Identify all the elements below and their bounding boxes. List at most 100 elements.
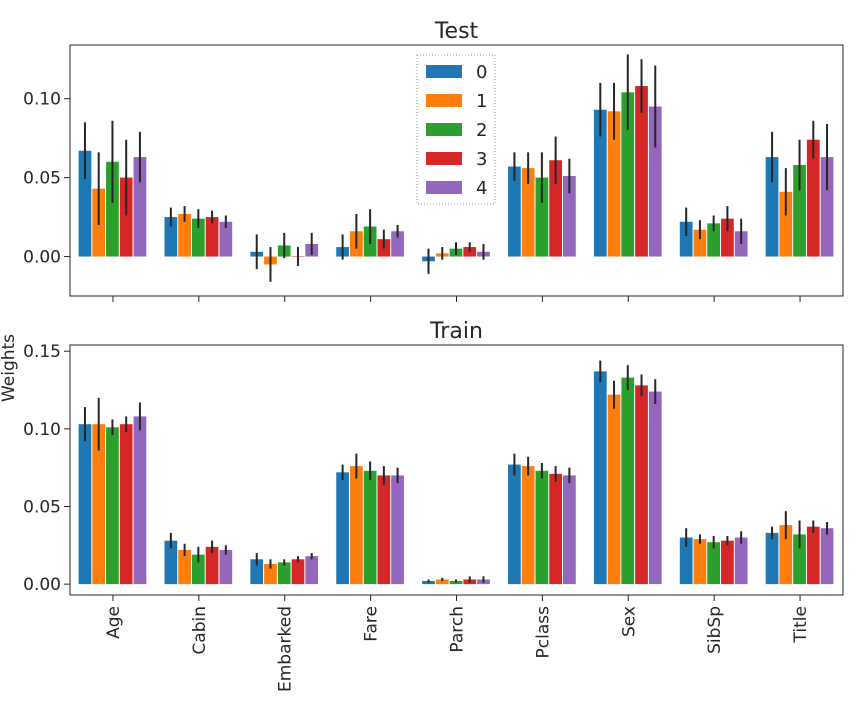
bar-age-1 [92, 424, 106, 585]
bar-cabin-2 [191, 554, 205, 585]
bar-sibsp-1 [693, 539, 707, 585]
x-tick-label-pclass: Pclass [533, 606, 553, 659]
bar-pclass-2 [535, 470, 549, 585]
bar-age-2 [106, 161, 119, 257]
axes-frame [69, 44, 844, 297]
bar-sex-4 [648, 391, 662, 585]
train-chart-panel: Train 0.00 0.05 0.10 0.15 Age Cabin Embarked Far… [23, 319, 844, 692]
bar-title-3 [806, 526, 820, 585]
bar-age-4 [133, 416, 147, 585]
bar-pclass-4 [563, 475, 576, 585]
x-tick-label-title: Title [791, 606, 811, 643]
bar-sibsp-2 [707, 223, 721, 257]
bar-fare-2 [363, 470, 377, 585]
chart-title: Test [434, 19, 479, 44]
legend-label-1: 1 [476, 91, 487, 112]
bar-cabin-4 [219, 221, 233, 257]
x-tick-label-embarked: Embarked [276, 606, 296, 692]
legend-swatch-2 [426, 123, 462, 136]
test-chart-panel: Test 0.00 0.05 0.10 0 1 2 3 4 [23, 19, 844, 302]
y-tick-label: 0.10 [23, 90, 61, 110]
bar-sex-0 [593, 109, 607, 257]
bar-cabin-2 [191, 218, 205, 257]
bar-sex-0 [593, 371, 607, 585]
bar-fare-0 [336, 472, 349, 585]
bar-pclass-0 [508, 464, 521, 585]
bar-sex-2 [621, 377, 635, 585]
bar-cabin-3 [205, 546, 219, 585]
legend-swatch-3 [426, 152, 462, 165]
bar-pclass-2 [535, 177, 549, 257]
bar-embarked-2 [277, 562, 291, 585]
bar-embarked-1 [264, 563, 277, 585]
bar-age-2 [106, 427, 119, 585]
y-tick-label: 0.05 [23, 497, 61, 517]
bar-sibsp-1 [693, 229, 707, 257]
x-tick-label-sibsp: SibSp [705, 606, 725, 654]
legend-label-3: 3 [476, 149, 487, 170]
bar-age-0 [78, 424, 92, 585]
bar-age-3 [119, 177, 133, 257]
bar-pclass-1 [521, 466, 535, 585]
x-tick-label-parch: Parch [448, 606, 468, 653]
y-tick-label: 0.05 [23, 169, 61, 189]
bar-age-4 [133, 157, 147, 257]
x-tick-label-sex: Sex [619, 606, 639, 637]
legend-label-0: 0 [476, 62, 487, 83]
bar-title-2 [793, 534, 806, 585]
bar-sex-2 [621, 92, 635, 257]
x-tick-label-age: Age [104, 606, 124, 639]
bar-title-3 [806, 139, 820, 257]
bar-pclass-4 [563, 176, 576, 257]
bar-cabin-1 [178, 549, 191, 585]
bar-sex-1 [607, 394, 621, 585]
bar-cabin-0 [164, 217, 178, 257]
x-tick-label-cabin: Cabin [190, 606, 210, 655]
y-tick-label: 0.00 [23, 575, 61, 595]
bar-sibsp-2 [707, 542, 721, 585]
axes-frame [69, 344, 844, 596]
legend-swatch-4 [426, 181, 462, 194]
bar-age-3 [119, 424, 133, 585]
bar-embarked-4 [305, 556, 319, 585]
bar-title-1 [779, 191, 793, 257]
legend-label-4: 4 [476, 178, 487, 199]
bar-parch-1 [435, 579, 449, 585]
bar-embarked-3 [291, 559, 305, 585]
legend-swatch-0 [426, 65, 462, 78]
legend-swatch-1 [426, 94, 462, 107]
bar-pclass-3 [549, 473, 563, 585]
bar-title-2 [793, 164, 806, 257]
bar-sex-3 [635, 385, 648, 585]
x-tick-label-fare: Fare [362, 606, 382, 642]
bar-cabin-1 [178, 213, 191, 257]
y-tick-label: 0.15 [23, 342, 61, 362]
bar-age-0 [78, 150, 92, 257]
bar-sibsp-0 [679, 221, 693, 257]
y-tick-label: 0.00 [23, 248, 61, 268]
bar-fare-4 [391, 231, 404, 257]
bar-sibsp-3 [721, 540, 734, 585]
bar-title-4 [820, 528, 834, 585]
bar-sibsp-0 [679, 537, 693, 585]
legend-label-2: 2 [476, 120, 487, 141]
bar-sex-4 [648, 106, 662, 257]
bar-sex-1 [607, 111, 621, 257]
bar-cabin-4 [219, 549, 233, 585]
bar-sibsp-4 [734, 537, 748, 585]
bar-sibsp-3 [721, 218, 734, 257]
bar-parch-3 [463, 247, 477, 257]
chart-title: Train [429, 319, 483, 344]
legend: 0 1 2 3 4 [416, 54, 496, 205]
bar-title-4 [820, 157, 834, 257]
bar-cabin-3 [205, 217, 219, 257]
bar-title-1 [779, 525, 793, 585]
bar-fare-1 [349, 466, 363, 585]
bar-sex-3 [635, 86, 648, 257]
bar-pclass-1 [521, 168, 535, 257]
bar-sibsp-4 [734, 231, 748, 257]
bar-cabin-0 [164, 540, 178, 585]
bar-fare-3 [377, 475, 391, 585]
bar-pclass-0 [508, 166, 521, 257]
